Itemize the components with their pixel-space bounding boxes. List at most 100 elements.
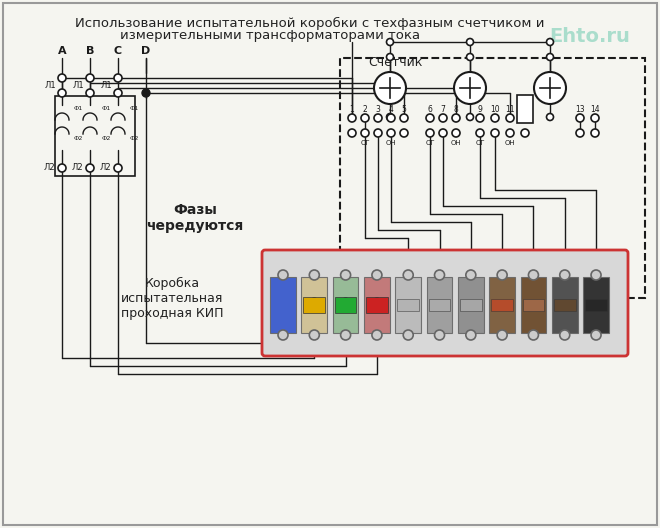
Circle shape — [86, 74, 94, 82]
Bar — [366, 297, 387, 313]
Circle shape — [426, 129, 434, 137]
Text: C: C — [374, 258, 380, 267]
Circle shape — [403, 270, 413, 280]
Circle shape — [343, 306, 348, 312]
Bar — [397, 299, 419, 311]
Circle shape — [452, 129, 460, 137]
Bar — [458, 277, 484, 333]
Text: Фазы
чередуются: Фазы чередуются — [147, 203, 244, 233]
Circle shape — [343, 298, 348, 304]
Text: 11: 11 — [506, 105, 515, 114]
Text: Л2: Л2 — [71, 164, 82, 173]
Circle shape — [387, 114, 393, 120]
Text: 5: 5 — [531, 344, 536, 353]
Text: 13: 13 — [575, 105, 585, 114]
Circle shape — [434, 270, 445, 280]
Text: Ф2: Ф2 — [130, 137, 139, 142]
Text: 1: 1 — [350, 105, 354, 114]
Text: Ф1: Ф1 — [102, 106, 112, 110]
Text: 2: 2 — [437, 344, 442, 353]
Circle shape — [467, 53, 473, 61]
Circle shape — [426, 114, 434, 122]
Circle shape — [439, 114, 447, 122]
Text: 8: 8 — [453, 105, 459, 114]
Circle shape — [476, 129, 484, 137]
Text: 7: 7 — [441, 105, 446, 114]
Circle shape — [576, 129, 584, 137]
Circle shape — [576, 114, 584, 122]
Circle shape — [400, 114, 408, 122]
Bar — [364, 277, 390, 333]
Bar — [429, 299, 450, 311]
Text: 3: 3 — [468, 258, 473, 267]
Circle shape — [521, 114, 529, 122]
Text: 5: 5 — [401, 105, 407, 114]
Circle shape — [434, 330, 445, 340]
Circle shape — [341, 330, 350, 340]
Bar — [335, 297, 356, 313]
Text: Л2: Л2 — [99, 164, 111, 173]
Circle shape — [534, 72, 566, 104]
Circle shape — [361, 114, 369, 122]
Circle shape — [403, 330, 413, 340]
Circle shape — [546, 39, 554, 45]
Circle shape — [529, 270, 539, 280]
Circle shape — [591, 270, 601, 280]
Circle shape — [374, 114, 382, 122]
Circle shape — [374, 298, 380, 304]
Circle shape — [491, 129, 499, 137]
Text: A: A — [312, 344, 317, 353]
Circle shape — [312, 298, 317, 304]
Bar — [460, 299, 482, 311]
Text: 2: 2 — [437, 258, 442, 267]
Text: ОН: ОН — [505, 140, 515, 146]
Circle shape — [560, 270, 570, 280]
Text: Ehto.ru: Ehto.ru — [550, 26, 630, 45]
Circle shape — [560, 330, 570, 340]
Bar — [523, 299, 544, 311]
Circle shape — [114, 74, 122, 82]
Text: 3: 3 — [468, 344, 473, 353]
Text: 6: 6 — [428, 105, 432, 114]
Text: 6: 6 — [562, 258, 568, 267]
Text: Л2: Л2 — [43, 164, 55, 173]
Circle shape — [86, 89, 94, 97]
Text: Ф2: Ф2 — [102, 137, 112, 142]
Circle shape — [387, 53, 393, 61]
Bar — [554, 299, 576, 311]
Circle shape — [58, 164, 66, 172]
Circle shape — [506, 114, 514, 122]
Text: 7: 7 — [593, 258, 599, 267]
Text: B: B — [343, 258, 348, 267]
Text: 0: 0 — [280, 344, 286, 353]
Text: A: A — [312, 258, 317, 267]
Circle shape — [467, 114, 473, 120]
Circle shape — [310, 330, 319, 340]
Circle shape — [497, 270, 507, 280]
Bar — [585, 299, 607, 311]
Circle shape — [387, 114, 395, 122]
Text: C: C — [114, 46, 122, 56]
Text: Счетчик: Счетчик — [368, 56, 422, 70]
Text: B: B — [86, 46, 94, 56]
Text: 7: 7 — [593, 344, 599, 353]
Text: 9: 9 — [478, 105, 482, 114]
Circle shape — [452, 114, 460, 122]
Circle shape — [400, 129, 408, 137]
Bar — [552, 277, 578, 333]
Text: A: A — [57, 46, 66, 56]
Bar — [426, 277, 452, 333]
Text: 5: 5 — [531, 258, 536, 267]
Text: C: C — [374, 344, 380, 353]
FancyBboxPatch shape — [262, 250, 628, 356]
Circle shape — [454, 72, 486, 104]
Circle shape — [312, 306, 317, 312]
Text: ОН: ОН — [385, 140, 396, 146]
Circle shape — [348, 114, 356, 122]
Circle shape — [591, 129, 599, 137]
Text: 10: 10 — [490, 105, 500, 114]
Bar — [517, 95, 533, 123]
Circle shape — [348, 129, 356, 137]
Text: ОГ: ОГ — [475, 140, 484, 146]
Text: 14: 14 — [590, 105, 600, 114]
